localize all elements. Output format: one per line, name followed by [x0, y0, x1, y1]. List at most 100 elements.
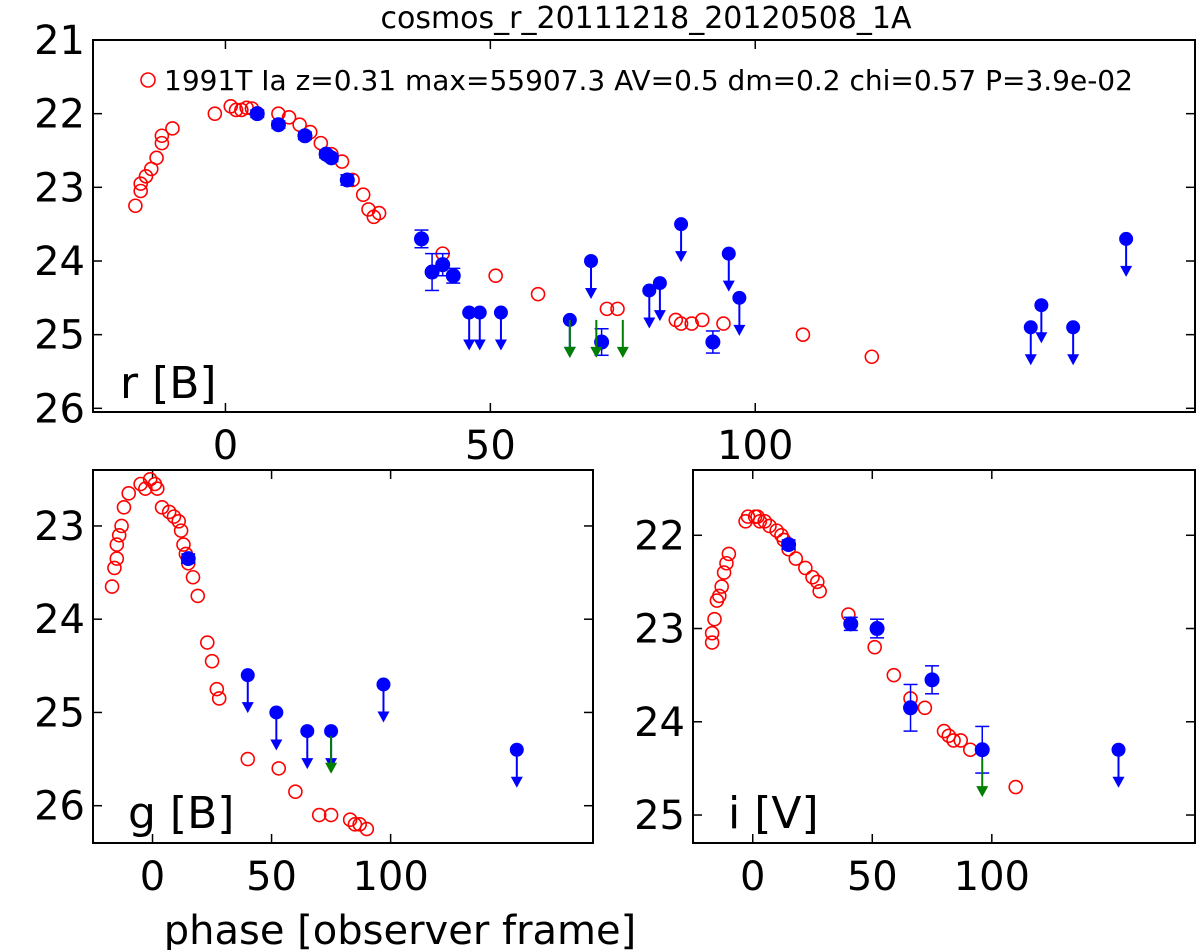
model-point: [788, 551, 804, 566]
upper-limit-arrowhead: [643, 317, 656, 329]
upper-limit-arrowhead: [563, 346, 576, 358]
upper-limit-point: [300, 724, 315, 739]
upper-limit-point: [1034, 298, 1049, 313]
model-point: [190, 588, 206, 604]
upper-limit-arrowhead: [590, 346, 603, 358]
model-point: [953, 733, 969, 748]
upper-limit-arrowhead: [976, 786, 989, 798]
model-point: [111, 527, 127, 543]
model-point: [812, 583, 827, 599]
model-point: [719, 555, 734, 571]
model-point: [864, 349, 880, 365]
plot-frame: [92, 469, 594, 844]
detection-point: [424, 264, 440, 280]
upper-limit-arrowhead: [494, 339, 507, 351]
upper-limit-arrowhead: [733, 324, 746, 336]
model-point: [171, 513, 187, 529]
panel-label: r [B]: [120, 358, 217, 409]
upper-limit-point: [509, 742, 524, 757]
series-open: [104, 472, 375, 837]
detection-point: [270, 117, 286, 133]
x-tick-label: 50: [246, 854, 297, 900]
model-point: [361, 202, 376, 217]
model-point: [211, 691, 227, 706]
model-point: [104, 579, 120, 594]
series-filled: [180, 551, 196, 567]
upper-limit-arrowhead: [1112, 776, 1125, 788]
model-point: [311, 807, 327, 823]
model-point: [109, 537, 125, 552]
model-point: [323, 807, 339, 823]
detection-point: [974, 742, 990, 758]
model-point: [867, 639, 882, 655]
model-point: [161, 504, 177, 520]
plot-frame: [692, 469, 1196, 844]
model-point: [109, 551, 125, 566]
model-point: [173, 523, 189, 538]
detection-point: [705, 334, 721, 350]
model-point: [886, 667, 902, 683]
series-open: [704, 509, 1024, 795]
upper-limit-arrowhead: [301, 758, 314, 770]
model-point: [798, 560, 813, 576]
upper-limit-point: [674, 217, 689, 232]
upper-limit-arrowhead: [270, 739, 283, 751]
x-tick-label: 0: [740, 854, 765, 900]
y-tick-label: 21: [34, 18, 85, 64]
model-point: [154, 128, 170, 144]
model-point: [133, 176, 148, 191]
y-tick-label: 23: [34, 165, 85, 211]
model-point: [133, 476, 148, 492]
model-point: [757, 513, 773, 529]
model-point: [946, 733, 961, 748]
model-point: [142, 472, 158, 487]
upper-limit-point: [642, 283, 657, 298]
model-point: [711, 588, 727, 604]
model-point: [355, 187, 371, 202]
upper-limit-point: [493, 305, 508, 320]
model-point: [199, 635, 215, 650]
y-tick-label: 23: [34, 504, 85, 550]
upper-limit-arrowhead: [722, 280, 735, 292]
y-tick-label: 26: [34, 386, 85, 432]
model-point: [714, 579, 729, 594]
model-point: [288, 784, 303, 800]
panel-bottom-right: 0 50 100 22 23 24 25 i [V]: [634, 469, 1196, 900]
model-point: [204, 653, 220, 669]
panel-top: 0 50 100 21 22 23 24 25 26 r [B] 1991T Ia z=0.31 m…: [34, 18, 1196, 469]
y-tick-label: 23: [634, 607, 685, 653]
upper-limit-arrowhead: [616, 346, 629, 358]
series-upper_limit: [1111, 742, 1126, 788]
model-point: [342, 812, 358, 827]
model-point: [133, 183, 148, 199]
model-point: [684, 316, 699, 331]
model-point: [488, 268, 503, 284]
upper-limit-arrowhead: [675, 251, 688, 263]
panel-label: i [V]: [728, 788, 819, 839]
upper-limit-point: [376, 677, 391, 692]
legend-marker: [140, 72, 156, 88]
upper-limit-arrowhead: [241, 702, 254, 714]
model-point: [138, 481, 153, 496]
detection-point: [435, 257, 451, 273]
upper-limit-arrowhead: [510, 776, 523, 788]
x-tick-label: 50: [465, 423, 516, 469]
y-tick-label: 25: [34, 313, 85, 359]
model-point: [114, 518, 129, 534]
model-point: [371, 205, 387, 221]
series-upper_limit: [976, 759, 989, 798]
detection-point: [180, 551, 196, 567]
detection-point: [594, 334, 610, 350]
model-point: [716, 316, 731, 331]
detection-point: [249, 106, 265, 122]
model-point: [694, 312, 710, 328]
detection-point: [413, 231, 429, 247]
model-point: [116, 499, 132, 515]
detection-point: [339, 172, 355, 188]
series-filled: [249, 106, 721, 357]
model-point: [721, 546, 737, 562]
model-point: [207, 106, 223, 121]
legend-entry: 1991T Ia z=0.31 max=55907.3 AV=0.5 dm=0.…: [164, 64, 1133, 97]
upper-limit-arrowhead: [473, 339, 486, 351]
model-point: [530, 286, 546, 302]
